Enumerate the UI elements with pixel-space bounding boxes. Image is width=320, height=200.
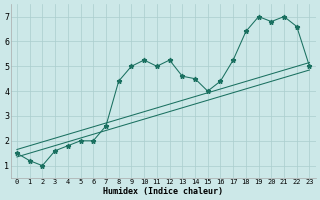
X-axis label: Humidex (Indice chaleur): Humidex (Indice chaleur) bbox=[103, 187, 223, 196]
